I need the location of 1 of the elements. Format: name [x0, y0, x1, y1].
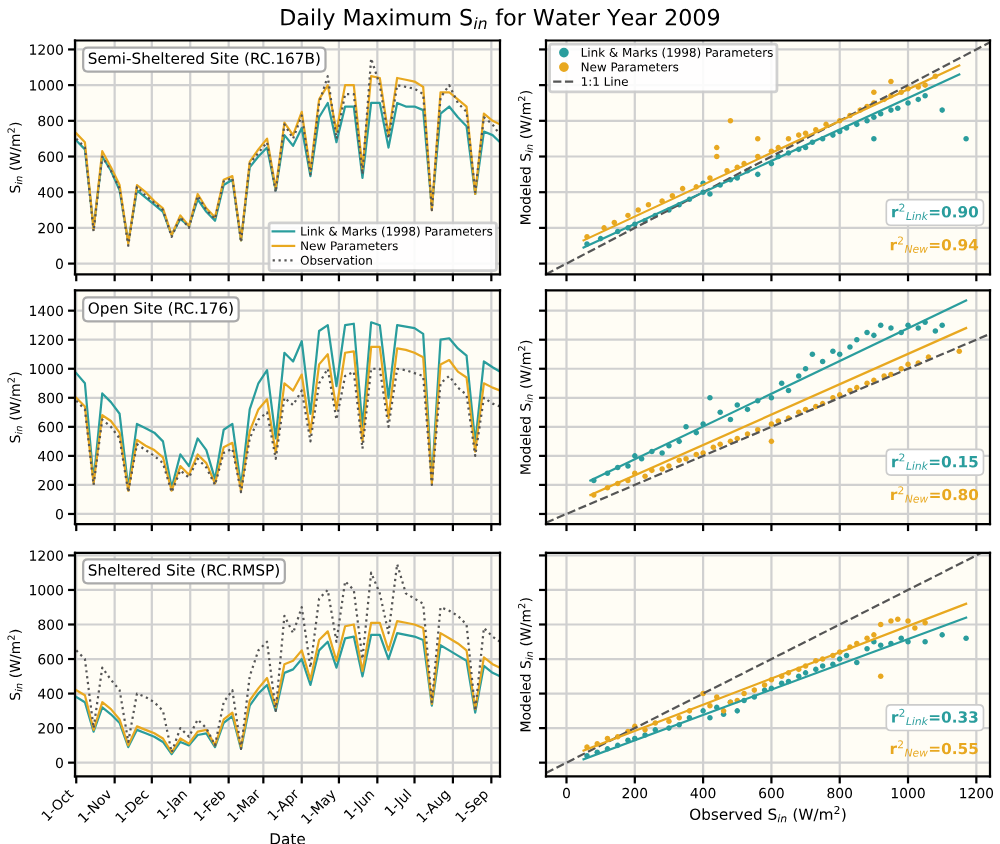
chart-title: Daily Maximum S$_{in}$ for Water Year 2009 [281, 8, 720, 30]
